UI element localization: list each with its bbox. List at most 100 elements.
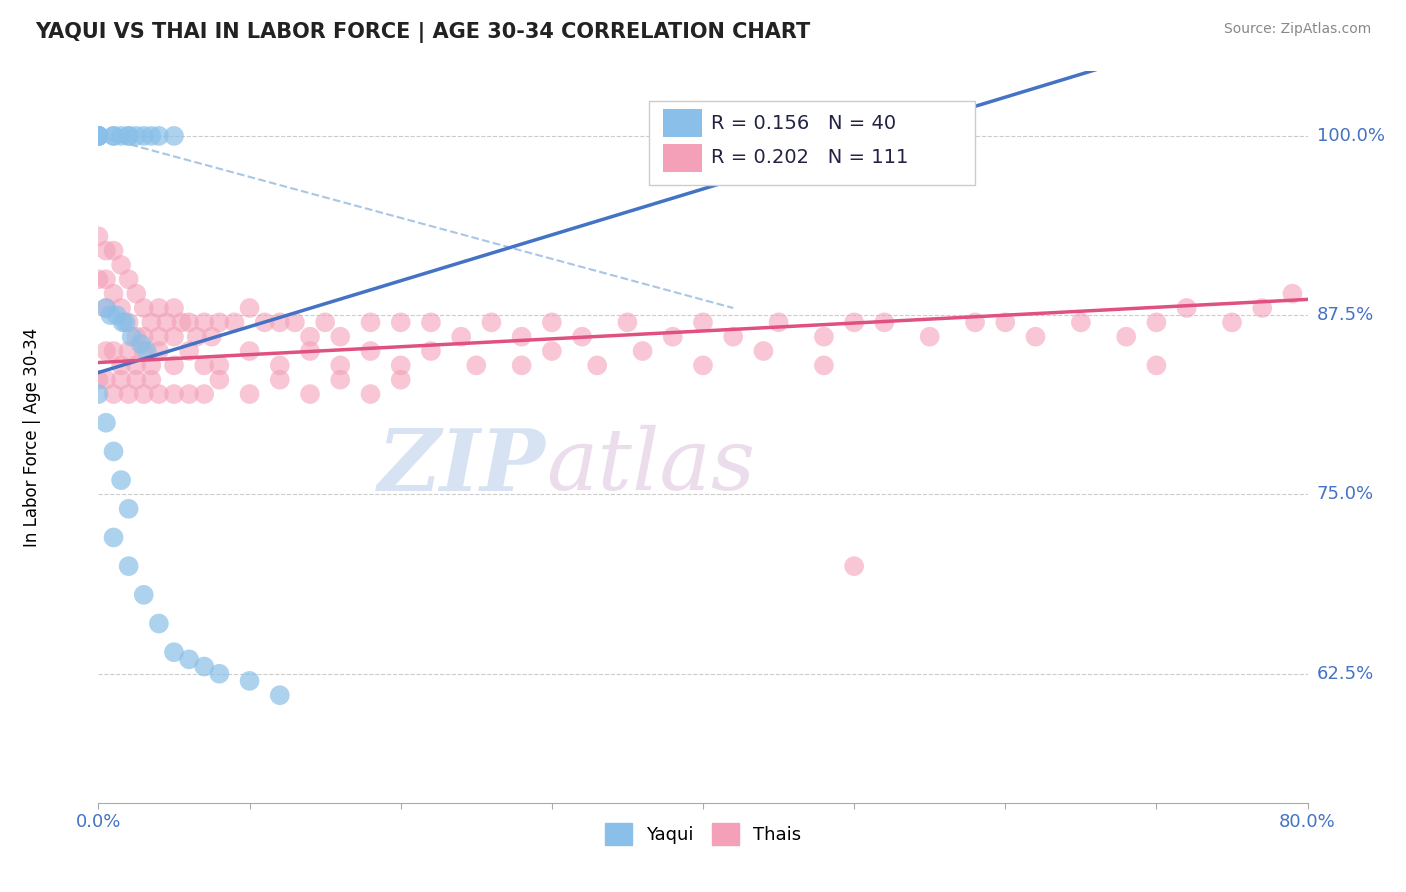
Point [844,315,866,329]
Point [360,315,382,329]
Point [110,473,132,487]
Point [208,315,231,329]
Point [540,344,562,359]
Point [586,359,609,373]
Point [389,359,412,373]
Point [208,359,231,373]
Point [118,272,141,286]
Point [179,652,201,666]
Point [118,387,141,401]
Point [132,128,155,143]
Text: R = 0.156   N = 40: R = 0.156 N = 40 [711,114,897,133]
Point [148,301,170,315]
Point [1220,315,1243,329]
Point [1175,301,1198,315]
Text: atlas: atlas [546,425,755,508]
Point [768,315,790,329]
Text: R = 0.202   N = 111: R = 0.202 N = 111 [711,148,908,167]
Point [1115,329,1137,343]
Point [1144,359,1167,373]
Point [873,315,896,329]
Point [360,387,382,401]
Point [1070,315,1092,329]
Point [87,229,110,244]
Point [87,128,110,143]
Point [253,315,276,329]
Point [94,244,117,258]
Point [141,128,163,143]
Point [329,359,352,373]
Point [87,128,110,143]
Point [110,373,132,387]
Point [148,128,170,143]
Point [135,344,157,359]
Point [269,359,291,373]
Point [450,329,472,343]
Text: 62.5%: 62.5% [1316,665,1374,682]
Point [420,344,443,359]
Point [994,315,1017,329]
Point [208,666,231,681]
Point [111,315,134,329]
Point [510,359,533,373]
Point [193,659,215,673]
Point [118,128,141,143]
Point [103,387,125,401]
Point [299,344,322,359]
Point [94,301,117,315]
Point [1251,301,1274,315]
Point [110,301,132,315]
Point [314,315,336,329]
Point [132,387,155,401]
Point [299,329,322,343]
Point [100,308,122,322]
Point [389,373,412,387]
Point [110,128,132,143]
Point [103,128,125,143]
Text: 75.0%: 75.0% [1316,485,1374,503]
Point [129,336,152,351]
Point [201,329,224,343]
Point [1024,329,1046,343]
Point [844,559,866,574]
Point [813,329,835,343]
Point [103,344,125,359]
Point [132,344,155,359]
Point [132,588,155,602]
Point [94,416,117,430]
Point [87,373,110,387]
Point [329,373,352,387]
Text: YAQUI VS THAI IN LABOR FORCE | AGE 30-34 CORRELATION CHART: YAQUI VS THAI IN LABOR FORCE | AGE 30-34… [35,22,810,44]
Point [141,359,163,373]
Point [692,359,714,373]
Point [103,128,125,143]
Point [918,329,941,343]
FancyBboxPatch shape [664,110,702,137]
Point [125,128,148,143]
Point [661,329,683,343]
Point [208,373,231,387]
Point [163,128,186,143]
Point [179,315,201,329]
FancyBboxPatch shape [648,101,976,185]
Text: ZIP: ZIP [378,425,546,508]
Point [752,344,775,359]
Point [616,315,638,329]
Point [239,344,262,359]
Point [163,645,186,659]
Point [224,315,246,329]
Point [87,128,110,143]
Point [186,329,208,343]
Point [389,315,412,329]
Point [269,688,291,702]
Point [87,128,110,143]
Point [105,308,128,322]
Point [540,315,562,329]
Point [329,329,352,343]
Point [360,344,382,359]
Point [125,359,148,373]
Point [94,344,117,359]
Point [132,329,155,343]
Point [125,286,148,301]
Point [163,329,186,343]
